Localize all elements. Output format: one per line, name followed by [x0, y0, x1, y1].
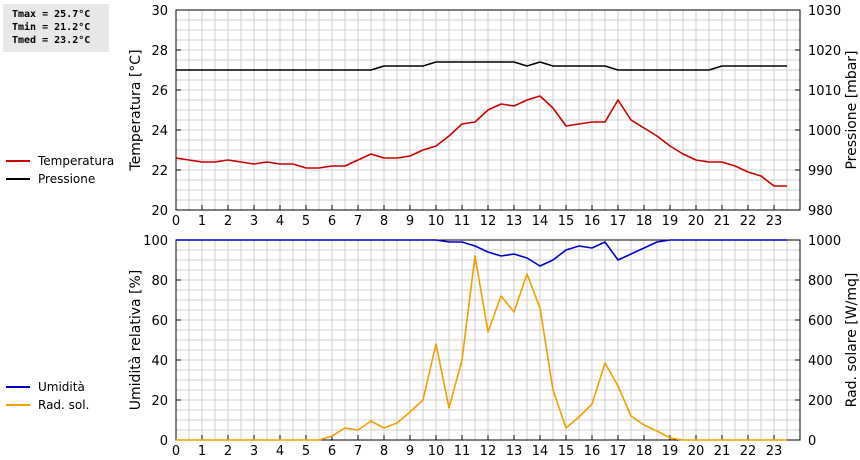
- x-tick-label: 16: [584, 214, 601, 229]
- x-tick-label: 2: [224, 214, 232, 229]
- legend-label: Rad. sol.: [38, 398, 89, 412]
- y-axis-label: Umidità relativa [%]: [128, 270, 144, 411]
- x-tick-label: 22: [740, 214, 757, 229]
- x-tick-label: 1: [198, 444, 206, 459]
- legend-label: Temperatura: [37, 154, 114, 168]
- x-tick-label: 22: [740, 444, 757, 459]
- x-tick-label: 14: [532, 214, 549, 229]
- x-tick-label: 8: [380, 214, 388, 229]
- x-tick-label: 7: [354, 214, 362, 229]
- x-tick-label: 7: [354, 444, 362, 459]
- x-tick-label: 9: [406, 214, 414, 229]
- x-tick-label: 17: [610, 214, 627, 229]
- x-tick-label: 23: [766, 444, 783, 459]
- x-tick-label: 21: [714, 214, 731, 229]
- x-tick-label: 2: [224, 444, 232, 459]
- x-tick-label: 10: [428, 444, 445, 459]
- x-tick-label: 11: [454, 214, 471, 229]
- x-tick-label: 6: [328, 214, 336, 229]
- stats-box: Tmax = 25.7°C Tmin = 21.2°C Tmed = 23.2°…: [3, 4, 109, 52]
- x-tick-label: 16: [584, 444, 601, 459]
- y-right-tick-label: 600: [808, 314, 833, 329]
- x-tick-label: 12: [480, 444, 497, 459]
- y-tick-label: 28: [151, 44, 168, 59]
- y-tick-label: 22: [151, 164, 168, 179]
- x-tick-label: 13: [506, 444, 523, 459]
- x-tick-label: 4: [276, 444, 284, 459]
- x-tick-label: 10: [428, 214, 445, 229]
- y-right-tick-label: 980: [808, 204, 833, 219]
- y-tick-label: 80: [151, 274, 168, 289]
- y-right-tick-label: 800: [808, 274, 833, 289]
- y-right-tick-label: 200: [808, 394, 833, 409]
- temperature-pressure-chart: 0 1 2 3 4 5 6 7 8 9 10 11 12 13 14 15 16 17 18 19 20 21 22 2320…: [6, 4, 860, 229]
- y-right-tick-label: 990: [808, 164, 833, 179]
- series-line: [176, 239, 787, 267]
- y-tick-label: 40: [151, 354, 168, 369]
- y-tick-label: 100: [143, 234, 168, 249]
- x-tick-label: 6: [328, 444, 336, 459]
- series-line: [175, 95, 787, 187]
- x-tick-label: 17: [610, 444, 627, 459]
- x-tick-label: 15: [558, 214, 575, 229]
- x-tick-label: 8: [380, 444, 388, 459]
- x-tick-label: 3: [250, 214, 258, 229]
- y-tick-label: 0: [160, 434, 168, 449]
- x-tick-label: 3: [250, 444, 258, 459]
- y-right-axis-label: Pressione [mbar]: [844, 50, 860, 169]
- y-axis-label: Temperatura [°C]: [128, 49, 144, 171]
- y-right-tick-label: 1010: [808, 84, 841, 99]
- x-tick-label: 0: [172, 214, 180, 229]
- x-tick-label: 5: [302, 444, 310, 459]
- y-tick-label: 60: [151, 314, 168, 329]
- y-tick-label: 26: [151, 84, 168, 99]
- x-tick-label: 20: [688, 444, 705, 459]
- y-tick-label: 20: [151, 394, 168, 409]
- x-tick-label: 5: [302, 214, 310, 229]
- x-tick-label: 14: [532, 444, 549, 459]
- x-tick-label: 19: [662, 214, 679, 229]
- humidity-radiation-chart: 0 1 2 3 4 5 6 7 8 9 10 11 12 13 14 15 16 17 18 19 20 21 22 2302…: [6, 234, 860, 459]
- y-tick-label: 30: [151, 4, 168, 19]
- x-tick-label: 9: [406, 444, 414, 459]
- stat-tmin: Tmin = 21.2°C: [12, 22, 91, 33]
- legend-label: Pressione: [38, 172, 95, 186]
- y-right-tick-label: 0: [808, 434, 816, 449]
- x-tick-label: 4: [276, 214, 284, 229]
- y-right-tick-label: 1030: [808, 4, 841, 19]
- x-tick-label: 15: [558, 444, 575, 459]
- legend-label: Umidità: [38, 380, 85, 394]
- x-tick-label: 0: [172, 444, 180, 459]
- y-tick-label: 20: [151, 204, 168, 219]
- y-right-tick-label: 1020: [808, 44, 841, 59]
- x-tick-label: 23: [766, 214, 783, 229]
- y-right-axis-label: Rad. solare [W/mq]: [844, 273, 860, 408]
- x-tick-label: 12: [480, 214, 497, 229]
- stat-tmed: Tmed = 23.2°C: [12, 35, 91, 46]
- y-tick-label: 24: [151, 124, 168, 139]
- x-tick-label: 21: [714, 444, 731, 459]
- series-line: [176, 255, 787, 441]
- x-tick-label: 18: [636, 214, 653, 229]
- x-tick-label: 11: [454, 444, 471, 459]
- y-right-tick-label: 400: [808, 354, 833, 369]
- x-tick-label: 19: [662, 444, 679, 459]
- stat-tmax: Tmax = 25.7°C: [12, 9, 91, 20]
- y-right-tick-label: 1000: [808, 124, 841, 139]
- x-tick-label: 20: [688, 214, 705, 229]
- y-right-tick-label: 1000: [808, 234, 841, 249]
- x-tick-label: 13: [506, 214, 523, 229]
- series-line: [176, 61, 787, 71]
- x-tick-label: 1: [198, 214, 206, 229]
- x-tick-label: 18: [636, 444, 653, 459]
